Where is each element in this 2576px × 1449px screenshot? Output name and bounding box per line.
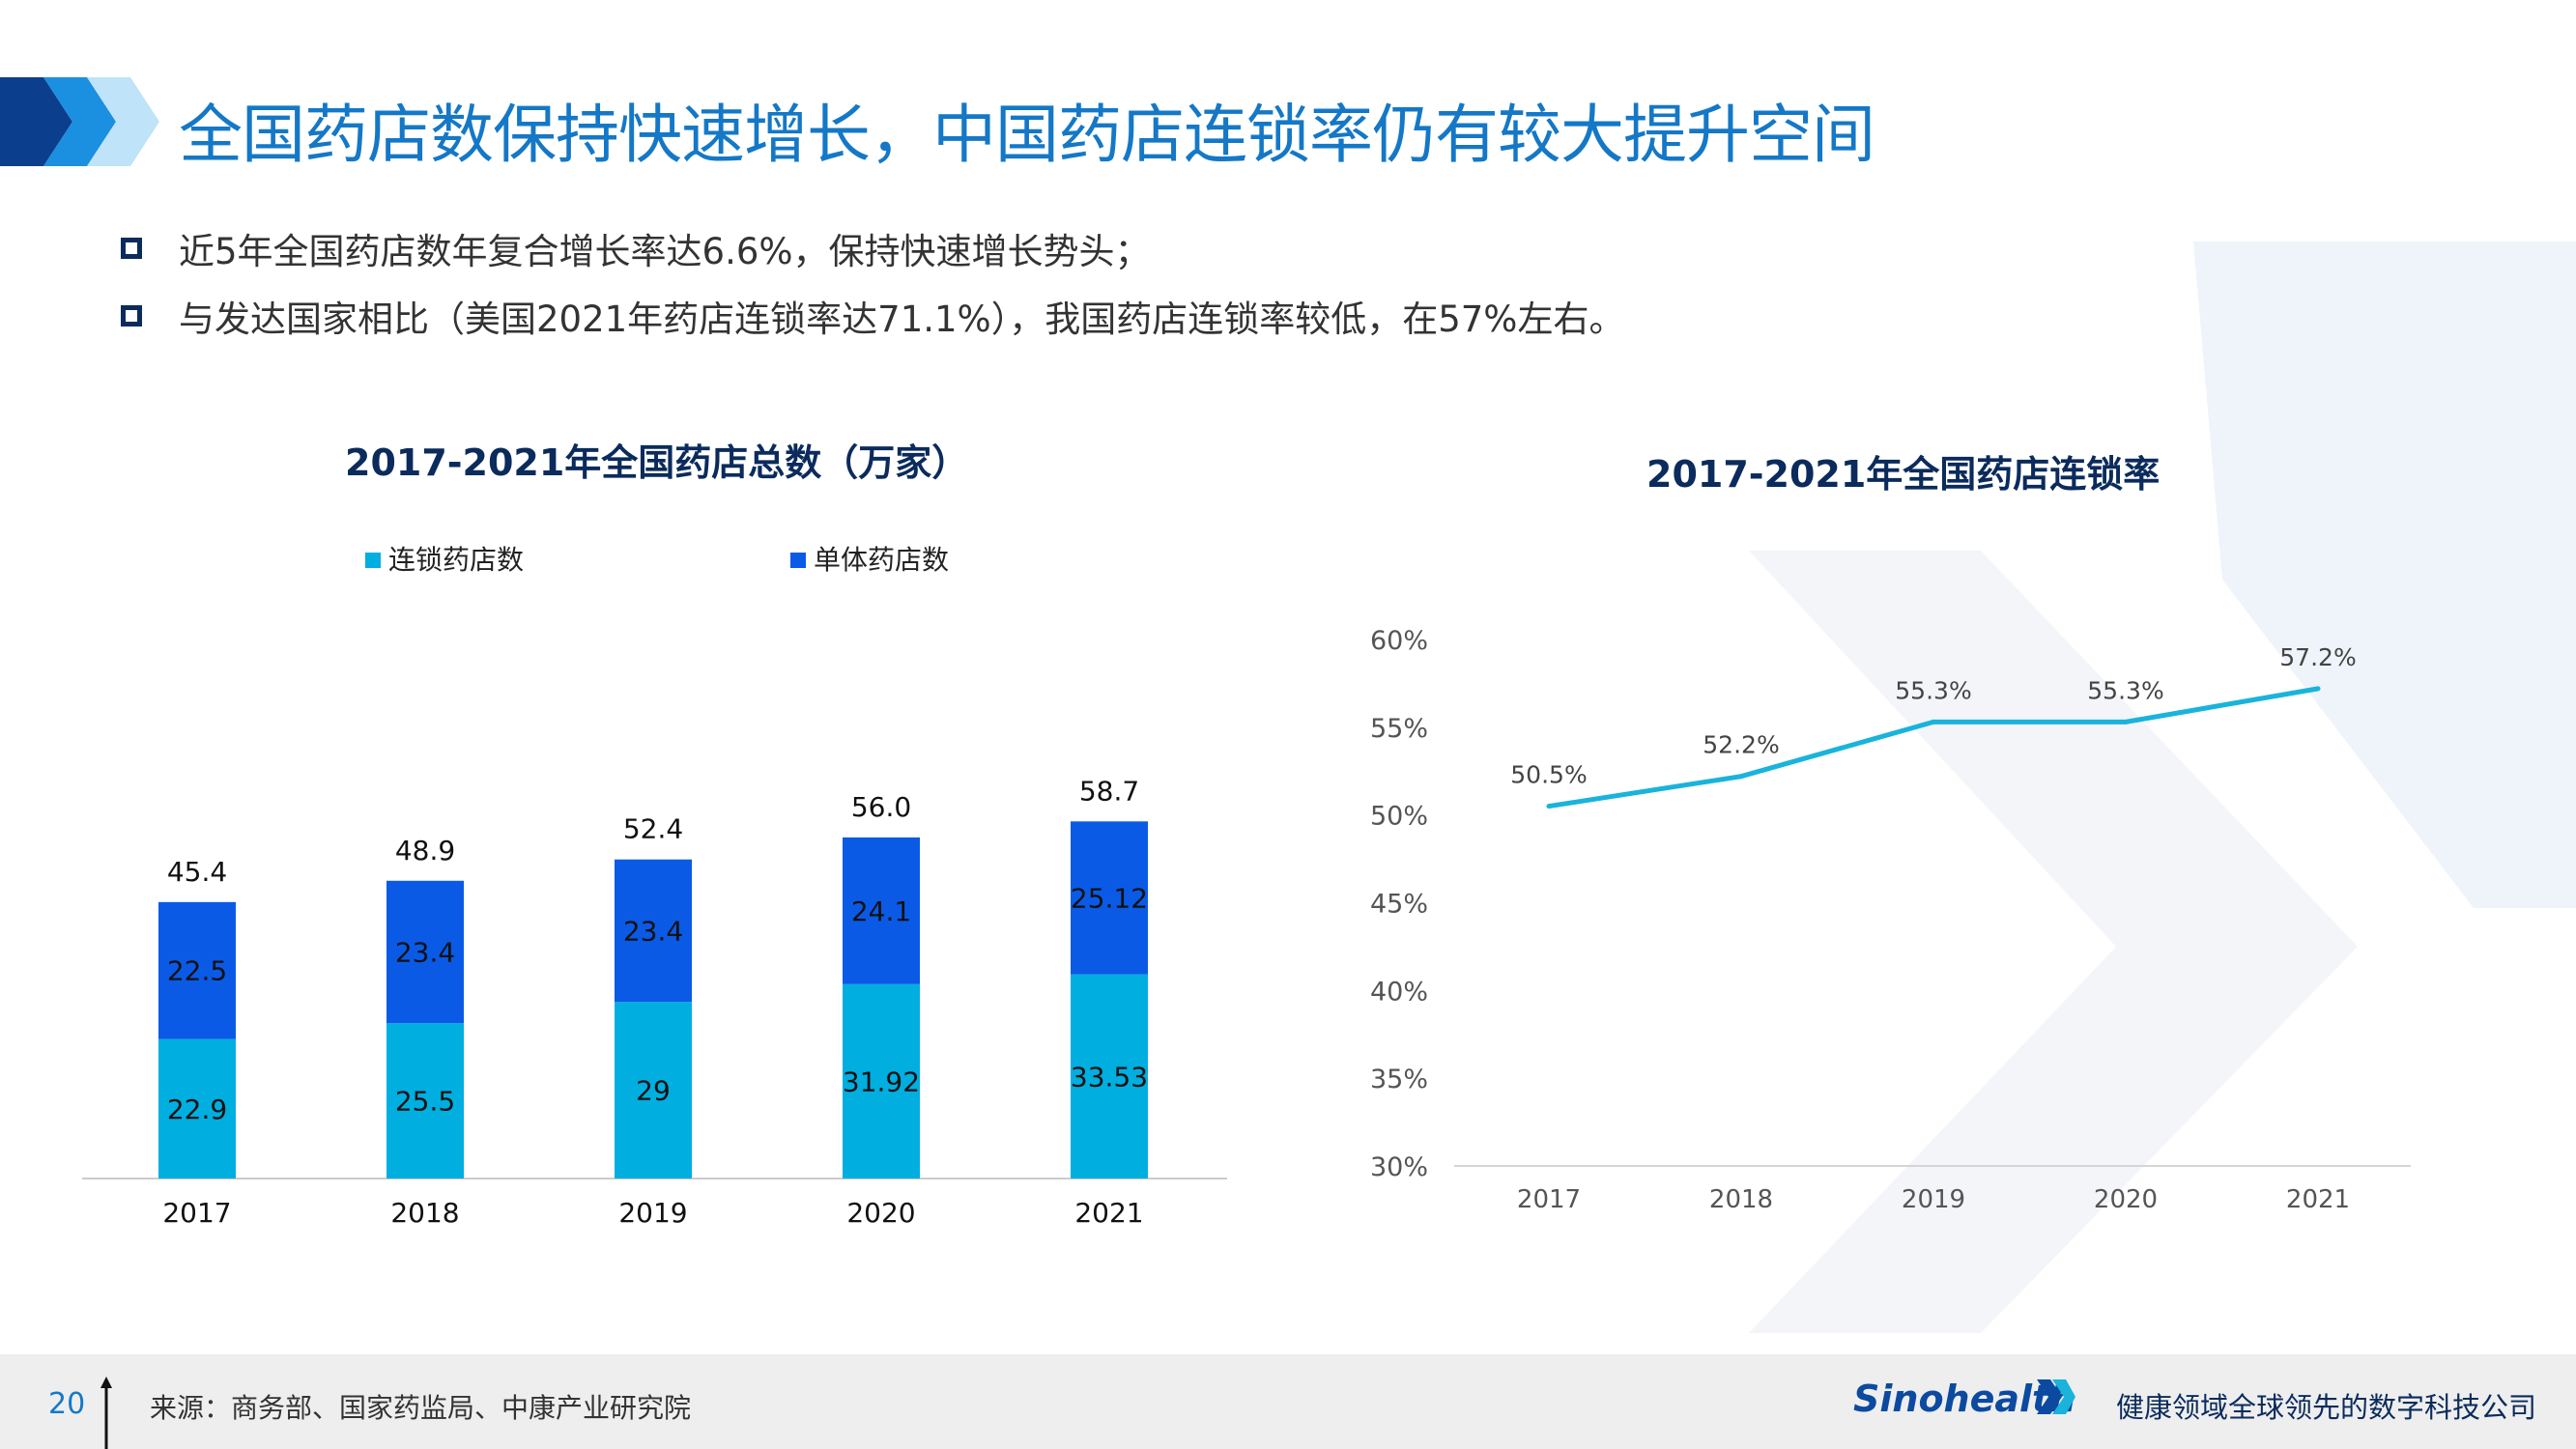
- y-tick-label: 45%: [1370, 890, 1428, 920]
- bar-total-label: 45.4: [167, 856, 227, 888]
- legend-label: 连锁药店数: [388, 544, 524, 576]
- bullet-text: 近5年全国药店数年复合增长率达6.6%，保持快速增长势头；: [179, 231, 1151, 272]
- bar-value-label: 29: [636, 1075, 671, 1107]
- bullet-text: 与发达国家相比（美国2021年药店连锁率达71.1%），我国药店连锁率较低，在5…: [179, 298, 1625, 340]
- page-title: 全国药店数保持快速增长，中国药店连锁率仍有较大提升空间: [179, 98, 1875, 172]
- line-value-label: 52.2%: [1703, 731, 1779, 759]
- bar-total-label: 56.0: [851, 791, 911, 823]
- bullet-square-icon: [121, 305, 142, 327]
- bar-segment: [843, 837, 920, 984]
- x-tick-label: 2019: [618, 1197, 687, 1229]
- x-tick-label: 2017: [1517, 1185, 1581, 1214]
- line-value-label: 55.3%: [1895, 676, 1971, 704]
- bar-total-label: 52.4: [623, 813, 683, 845]
- y-tick-label: 30%: [1370, 1152, 1428, 1182]
- brand-chevron-icon: [2037, 1379, 2075, 1414]
- y-tick-label: 35%: [1370, 1065, 1428, 1094]
- line-chart: 30% 35% 40% 45% 50% 55% 60% 50.5% 2017 52.2% 2018 5…: [1370, 626, 2411, 1214]
- bar-segment: [158, 1038, 236, 1179]
- legend-swatch: [365, 553, 381, 568]
- stacked-bar-chart: 连锁药店数 单体药店数 22.922.545.4201725.523.448.92…: [82, 544, 1227, 1229]
- source-note: 来源：商务部、国家药监局、中康产业研究院: [150, 1392, 692, 1424]
- x-tick-label: 2020: [2094, 1185, 2158, 1214]
- series-line: [1548, 686, 2319, 810]
- legend-label: 单体药店数: [814, 544, 949, 576]
- bar-segment: [1071, 821, 1148, 975]
- bar-value-label: 33.53: [1071, 1061, 1148, 1093]
- y-tick-label: 50%: [1370, 802, 1428, 832]
- legend-swatch: [790, 553, 806, 568]
- line-point: [1738, 774, 1744, 780]
- x-tick-label: 2018: [390, 1197, 459, 1229]
- bar-value-label: 23.4: [623, 915, 683, 947]
- bar-value-label: 23.4: [395, 937, 455, 969]
- bullet-item: 近5年全国药店数年复合增长率达6.6%，保持快速增长势头；: [121, 222, 1151, 274]
- bar-chart-title: 2017-2021年全国药店总数（万家）: [345, 441, 969, 484]
- x-tick-label: 2021: [2286, 1185, 2350, 1214]
- bar-value-label: 31.92: [843, 1065, 920, 1097]
- x-tick-label: 2018: [1709, 1185, 1773, 1214]
- page-number: 20: [48, 1387, 86, 1421]
- x-tick-label: 2017: [162, 1197, 231, 1229]
- bar-value-label: 24.1: [851, 895, 911, 927]
- bar-chart-marks: 22.9 22.5 45.4 2017 25.5 23.4 48.9 2018 29 23.4 52…: [82, 775, 1227, 1229]
- bar-segment: [615, 1002, 692, 1179]
- bar-value-label: 25.5: [395, 1086, 455, 1118]
- bar-chart-legend: 连锁药店数 单体药店数: [365, 544, 949, 576]
- bar-segment: [615, 859, 692, 1003]
- line-point: [1931, 719, 1936, 724]
- line-point: [1546, 804, 1552, 810]
- header-chevron-icon: [0, 77, 159, 166]
- bar-segment: [158, 901, 236, 1039]
- bar-value-label: 22.5: [167, 955, 227, 987]
- slogan: 健康领域全球领先的数字科技公司: [2116, 1391, 2537, 1424]
- line-value-label: 50.5%: [1510, 761, 1587, 789]
- up-arrow-icon: [100, 1377, 112, 1449]
- line-point: [2123, 719, 2129, 724]
- bar-total-label: 48.9: [395, 835, 455, 867]
- y-tick-label: 40%: [1370, 977, 1428, 1007]
- bar-value-label: 25.12: [1071, 882, 1148, 914]
- line-value-label: 55.3%: [2087, 676, 2163, 704]
- x-tick-label: 2021: [1074, 1197, 1143, 1229]
- y-tick-label: 55%: [1370, 714, 1428, 744]
- x-tick-label: 2019: [1902, 1185, 1965, 1214]
- bar-total-label: 58.7: [1079, 775, 1139, 807]
- line-chart-title: 2017-2021年全国药店连锁率: [1646, 453, 2161, 496]
- line-value-label: 57.2%: [2279, 643, 2356, 671]
- bar-segment: [386, 1023, 464, 1179]
- bar-segment: [843, 983, 920, 1179]
- bullet-square-icon: [121, 238, 142, 259]
- bar-segment: [386, 880, 464, 1024]
- line-point: [2315, 686, 2321, 692]
- bullet-item: 与发达国家相比（美国2021年药店连锁率达71.1%），我国药店连锁率较低，在5…: [121, 290, 1624, 342]
- footer-bar: [0, 1354, 2576, 1449]
- bar-value-label: 22.9: [167, 1094, 227, 1125]
- y-tick-label: 60%: [1370, 626, 1428, 656]
- line-chart-marks: 30% 35% 40% 45% 50% 55% 60% 50.5% 2017 52.2% 2018 5…: [1370, 626, 2411, 1214]
- bar-segment: [1071, 974, 1148, 1179]
- x-tick-label: 2020: [846, 1197, 915, 1229]
